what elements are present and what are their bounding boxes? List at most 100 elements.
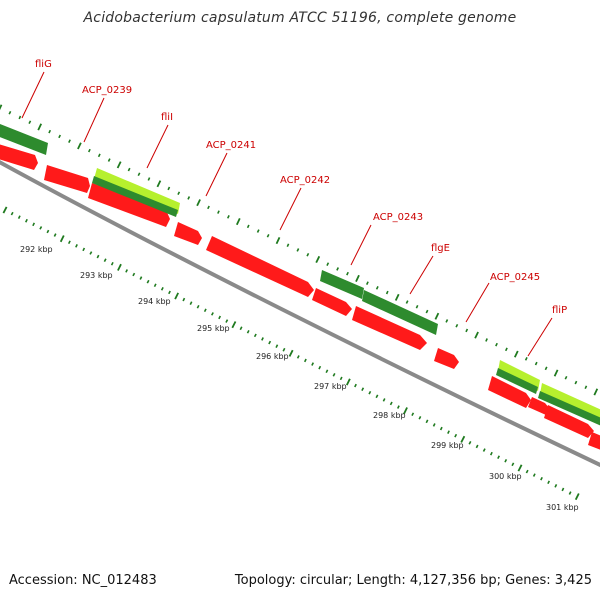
track-tick [311,362,315,366]
genome-summary-text: Topology: circular; Length: 4,127,356 bp… [234,573,592,588]
track-tick [89,251,93,255]
track-tick [336,267,340,271]
gene-label: ACP_0241 [206,140,256,151]
track-tick [253,333,257,338]
cds-feature[interactable] [44,165,90,193]
track-tick [275,344,279,348]
track-tick [0,104,3,111]
gene-label: ACP_0239 [82,85,132,96]
track-tick [59,235,65,243]
track-tick [146,279,150,284]
track-tick [196,199,201,207]
track-tick [447,430,450,434]
track-tick [439,426,443,431]
gene-feature[interactable] [0,122,48,155]
track-tick [534,361,538,366]
track-tick [103,258,107,262]
track-tick [346,271,349,276]
track-tick [434,312,440,320]
track-tick [288,349,294,357]
track-tick [504,347,508,352]
track-tick [77,142,82,150]
track-tick [261,337,264,341]
cds-feature[interactable] [528,397,550,415]
track-tick [275,237,281,245]
cds-feature[interactable] [206,236,314,297]
gene-feature[interactable] [320,270,364,299]
track-tick [593,388,599,396]
track-tick [235,218,241,226]
cds-feature[interactable] [488,376,531,408]
track-tick [203,308,207,313]
cds-feature[interactable] [434,348,459,369]
track-tick [525,469,529,474]
genome-backbone [0,160,600,468]
track-tick [332,373,336,377]
track-tick [39,226,43,230]
track-tick [474,331,479,339]
track-tick [375,286,379,290]
track-tick [218,315,222,320]
track-tick [354,383,357,388]
track-tick [568,491,572,495]
track-tick [544,366,548,371]
track-tick [182,297,186,302]
track-tick [415,304,419,309]
track-tick [396,405,400,409]
track-tick [425,419,429,424]
gene-feature[interactable] [538,391,600,428]
gene-feature[interactable] [92,176,178,217]
track-tick [147,177,151,181]
scale-tick-track [2,206,580,501]
track-tick [153,283,157,288]
track-tick [10,211,14,216]
track-tick [137,172,141,177]
track-tick [177,191,181,195]
cds-feature[interactable] [88,183,170,227]
track-tick [256,229,260,233]
track-tick [375,394,379,399]
track-tick [174,292,180,300]
cds-feature[interactable] [312,288,352,316]
gene-feature[interactable] [362,290,438,335]
track-tick [355,274,360,282]
track-tick [574,380,578,385]
scale-label: 299 kbp [431,441,464,450]
track-tick [405,300,409,304]
track-tick [345,378,351,386]
cds-feature[interactable] [544,405,594,438]
scale-label: 300 kbp [489,472,522,481]
gene-track [0,122,600,428]
track-tick [465,328,469,333]
track-tick [87,148,91,153]
cds-feature[interactable] [588,432,600,452]
track-tick [53,233,57,237]
track-tick [127,167,131,172]
track-tick [394,293,400,301]
cds-feature[interactable] [174,222,202,245]
track-tick [432,423,436,427]
track-tick [468,441,472,445]
scale-label: 297 kbp [314,382,347,391]
track-tick [482,448,486,452]
track-tick [58,134,62,139]
track-tick [196,304,200,309]
gene-labels: fliG ACP_0239 fliI ACP_0241 ACP_0242 ACP… [35,59,567,316]
track-tick [511,462,515,467]
gene-feature[interactable] [496,368,538,394]
track-tick [82,247,86,252]
cds-feature[interactable] [0,143,38,170]
track-tick [326,262,330,266]
track-tick [246,330,250,334]
accession-text: Accession: NC_012483 [9,573,157,588]
scale-label: 296 kbp [256,352,289,361]
track-tick [318,365,322,370]
track-tick [564,375,568,380]
track-tick [32,222,36,227]
gc-tick-track [0,104,599,396]
track-tick [306,252,310,257]
track-tick [8,110,12,115]
track-tick [411,412,415,416]
track-tick [489,451,493,456]
cds-feature[interactable] [352,306,427,350]
